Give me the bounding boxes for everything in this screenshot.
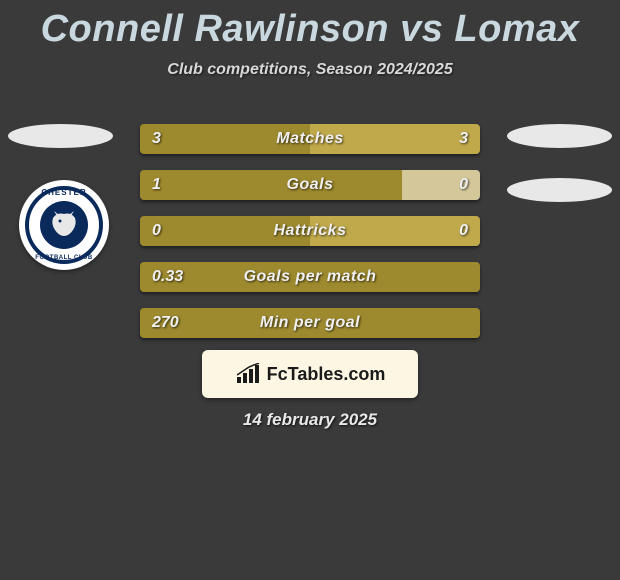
page-title: Connell Rawlinson vs Lomax — [0, 0, 620, 51]
crest-bottom-text: FOOTBALL CLUB — [29, 255, 99, 261]
bar-row: 270Min per goal — [140, 308, 480, 338]
bar-row: 0.33Goals per match — [140, 262, 480, 292]
club-crest-left: CHESTER FOOTBALL CLUB — [19, 180, 109, 270]
placeholder-ellipse-top-left — [8, 124, 113, 148]
page-subtitle: Club competitions, Season 2024/2025 — [0, 61, 620, 79]
bar-label: Goals — [140, 170, 480, 200]
logo-text: FcTables.com — [267, 364, 386, 385]
bar-chart-icon — [235, 363, 261, 385]
placeholder-ellipse-mid-right — [507, 178, 612, 202]
bar-label: Goals per match — [140, 262, 480, 292]
bar-row: 00Hattricks — [140, 216, 480, 246]
wolf-icon — [47, 208, 81, 242]
bar-label: Hattricks — [140, 216, 480, 246]
bar-row: 10Goals — [140, 170, 480, 200]
bar-label: Matches — [140, 124, 480, 154]
fctables-logo[interactable]: FcTables.com — [202, 350, 418, 398]
bar-label: Min per goal — [140, 308, 480, 338]
comparison-bars: 33Matches 10Goals 00Hattricks 0.33Goals per… — [140, 124, 480, 354]
date-text: 14 february 2025 — [0, 410, 620, 430]
bar-row: 33Matches — [140, 124, 480, 154]
crest-top-text: CHESTER — [29, 188, 99, 197]
placeholder-ellipse-top-right — [507, 124, 612, 148]
